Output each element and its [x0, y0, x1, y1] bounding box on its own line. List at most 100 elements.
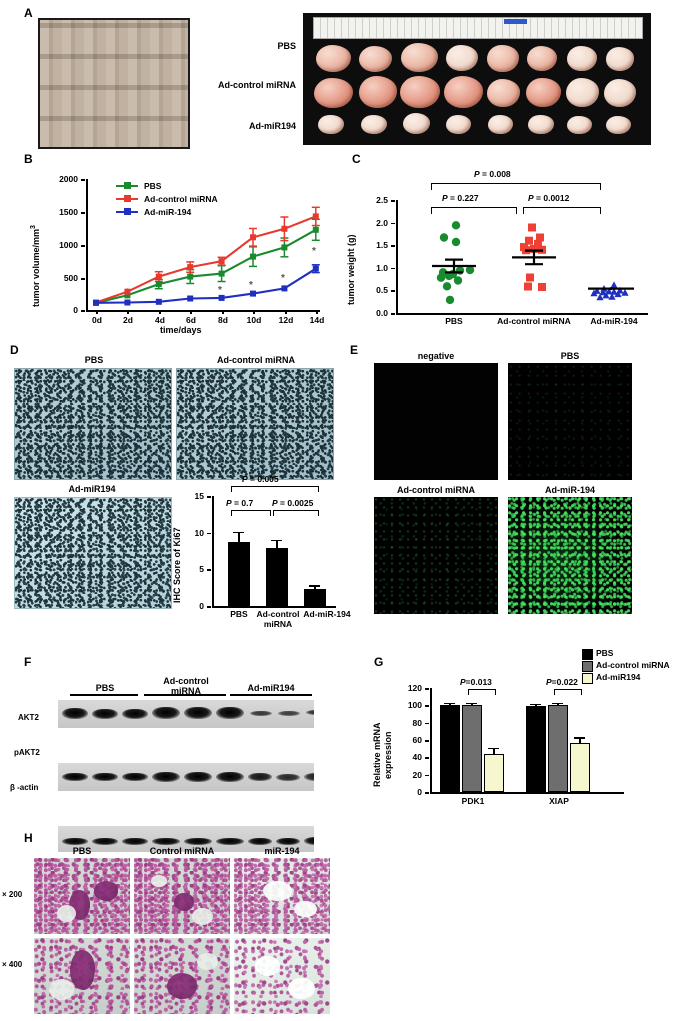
panelD-ytick-15: 15	[194, 491, 204, 501]
panelF-groupline-ad-mir194	[230, 694, 312, 696]
panelG-legend-ad-control: Ad-control miRNA	[596, 660, 670, 670]
panelB-xtick-4d: 4d	[155, 315, 165, 325]
panel-label-c: C	[352, 152, 361, 166]
panelC-ytick-1.0: 1.0	[376, 262, 388, 273]
panelG-ytick-60: 60	[412, 735, 422, 745]
panelD-pvalue-0.005: P = 0.005	[242, 474, 279, 484]
panelF-row-label-akt2: AKT2	[18, 713, 39, 722]
panelG-xtick-pdk1: PDK1	[461, 796, 485, 806]
panelG-legend-pbs: PBS	[596, 648, 614, 658]
panel-label-b: B	[24, 152, 33, 166]
panel-label-h: H	[24, 831, 33, 845]
panelH-col-title-mir194: miR-194	[264, 846, 300, 856]
panel-label-e: E	[350, 343, 359, 357]
panelB-star-12d: *	[281, 273, 285, 284]
panelC-ytick-0.0: 0.0	[376, 308, 388, 318]
panelF-header-ad-mir194: Ad-miR194	[247, 683, 295, 693]
panelH-row-title-400x: × 400	[2, 960, 23, 969]
panelD-ytick-0: 0	[199, 601, 204, 611]
panelH-col-title-control-mirna: Control miRNA	[149, 846, 215, 856]
panelE-image-ad-mir194	[508, 497, 632, 614]
panelD-bar-pbs	[228, 542, 250, 606]
panelH-row-title-200x: × 200	[2, 890, 23, 899]
panelG-pvalue-xiap: P=0.022	[546, 677, 578, 687]
panelB-legend-pbs: PBS	[144, 181, 162, 191]
panelD-title-pbs: PBS	[84, 355, 104, 365]
panelG-bar-xiap-pbs	[526, 706, 546, 792]
panelG-bar-xiap-ad-mir194	[570, 742, 590, 792]
panel-label-a: A	[24, 6, 33, 20]
panelH-image-200x-control-mirna	[134, 858, 230, 934]
panelB-xtick-12d: 12d	[278, 315, 294, 325]
panelD-ihc-pbs	[14, 368, 172, 480]
panelF-blot-akt2	[58, 700, 314, 728]
panelA-group-label-ad-control: Ad-control miRNA	[218, 80, 296, 90]
panelD-bracket-pbs-mir194	[231, 486, 319, 492]
panelB-x-axis-label: time/days	[160, 325, 202, 335]
panelB-star-14d: *	[312, 246, 316, 257]
panelC-pvalue-0.008: P P = 0.008= 0.008	[474, 169, 511, 179]
panelG-bracket-xiap	[554, 689, 582, 695]
panel-label-f: F	[24, 655, 32, 669]
panelG-legend-swatch-pbs	[582, 649, 593, 660]
panelD-ihc-ad-control	[176, 368, 334, 480]
panel-label-g: G	[374, 655, 384, 669]
panelD-xtick-pbs: PBS	[230, 609, 248, 619]
panelG-xtick-xiap: XIAP	[549, 796, 569, 806]
panelD-pvalue-0.0025: P = 0.0025	[272, 498, 314, 508]
panelB-xtick-14d: 14d	[309, 315, 325, 325]
panelF-header-pbs: PBS	[95, 683, 115, 693]
panelB-chart: 2000 1500 1000 500 0 tumor volume/mm3 0d…	[20, 165, 340, 335]
panelE-image-pbs	[508, 363, 632, 480]
panelD-ytick-5: 5	[199, 564, 204, 575]
panelC-points-svg	[432, 221, 634, 305]
panelG-ytick-20: 20	[412, 769, 422, 780]
panelD-title-ad-mir194: Ad-miR194	[68, 484, 116, 494]
panelD-bar-ad-mir194	[304, 589, 326, 606]
panelD-pvalue-0.7: P = 0.7	[226, 498, 254, 508]
panelD-xtick-ad-control-line1: Ad-control	[256, 609, 300, 619]
panelC-bracket-adcontrol-mir194	[523, 207, 601, 214]
panelB-xtick-6d: 6d	[186, 315, 196, 325]
panelG-legend-swatch-ad-mir194	[582, 673, 593, 684]
panelF-groupline-pbs	[70, 694, 138, 696]
excised-tumors-photo	[303, 13, 651, 145]
panelD-xtick-ad-mir194: Ad-miR-194	[303, 609, 351, 619]
panelG-bracket-pdk1	[468, 689, 496, 695]
nude-mice-photo	[38, 18, 190, 149]
panelB-legend-ad-mir194: Ad-miR-194	[144, 207, 192, 217]
panelB-xtick-0d: 0d	[92, 315, 102, 325]
panelG-ytick-80: 80	[412, 717, 422, 728]
panelB-ytick-500: 500	[63, 273, 78, 283]
panelD-bar-ad-control	[266, 548, 288, 606]
panelF-row-label-pakt2: pAKT2	[14, 748, 40, 757]
panelG-bar-xiap-ad-control	[548, 704, 568, 792]
panelB-star-8d: *	[218, 285, 222, 296]
panelC-ytick-2.0: 2.0	[376, 217, 388, 228]
panelF-blot-pakt2	[58, 763, 314, 791]
panelB-xtick-10d: 10d	[246, 315, 262, 325]
panelD-title-ad-control: Ad-control miRNA	[217, 355, 295, 365]
panelG-y-axis-label-line2: expression	[383, 731, 393, 779]
panelG-bar-pdk1-ad-control	[462, 704, 482, 792]
panelG-y-axis-label-line1: Relative mRNA	[372, 722, 382, 787]
panelB-legend-ad-control: Ad-control miRNA	[144, 194, 218, 204]
panelE-title-pbs: PBS	[560, 351, 580, 361]
ruler	[313, 16, 643, 39]
panelC-chart: 2.5 2.0 1.5 1.0 0.5 0.0 tumor weight (g)…	[346, 165, 693, 330]
panelE-title-ad-control: Ad-control miRNA	[397, 485, 475, 495]
panelH-image-200x-mir194	[234, 858, 330, 934]
panelD-bracket-pbs-adcontrol	[231, 510, 271, 516]
panelF-row-label-bactin: β -actin	[10, 783, 39, 792]
panelB-ytick-1000: 1000	[59, 240, 78, 250]
panelG-bar-pdk1-pbs	[440, 705, 460, 792]
panelB-series-svg	[93, 206, 320, 306]
panelH-image-400x-pbs	[34, 938, 130, 1014]
panelA-group-label-pbs: PBS	[277, 41, 296, 51]
panelB-ytick-0: 0	[73, 305, 78, 315]
panelH-image-400x-control-mirna	[134, 938, 230, 1014]
panelF-groupline-ad-control	[144, 694, 226, 696]
panelA-group-label-ad-mir194: Ad-miR194	[248, 121, 296, 131]
panelB-xtick-2d: 2d	[123, 315, 133, 325]
